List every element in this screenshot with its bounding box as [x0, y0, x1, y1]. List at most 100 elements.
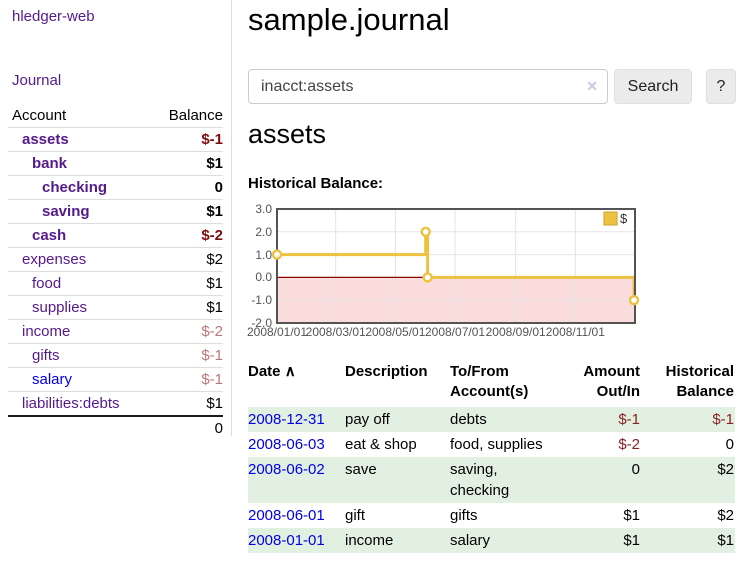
search-form: ✕ Search ?	[248, 69, 742, 104]
account-balance: $-1	[201, 371, 223, 388]
x-tick-label: 2008/09/01	[485, 325, 546, 339]
y-tick-label: -2.0	[251, 316, 272, 330]
x-tick-label: 2008/05/01	[365, 325, 426, 339]
svg-text:$: $	[620, 211, 628, 226]
sidebar-account-link[interactable]: saving	[42, 203, 90, 220]
account-row: bank $1	[8, 151, 223, 175]
transaction-description: save	[345, 461, 377, 478]
account-balance: $2	[206, 251, 223, 268]
account-balance: $1	[206, 275, 223, 292]
transaction-amount: 0	[631, 461, 640, 478]
y-tick-label: 1.0	[255, 247, 272, 262]
sidebar-account-link[interactable]: bank	[32, 155, 68, 172]
register-rows: 2008-12-31 pay off debts $-1 $-1 2008-06-03 ea…	[248, 407, 735, 553]
page-title: sample.journal	[248, 2, 450, 37]
app-title-link[interactable]: hledger-web	[12, 8, 95, 25]
y-tick-label: 2.0	[255, 224, 272, 239]
accounts-column-header: To/From Account(s)	[450, 363, 529, 400]
sidebar-account-link[interactable]: income	[22, 323, 71, 340]
sidebar-divider	[231, 0, 232, 436]
account-heading: assets	[248, 119, 327, 149]
historical-balance-chart: $ 3.0 2.0 1.0 0.0 -1.0 -2.0 2008/01/01 2008/03…	[246, 202, 742, 345]
account-row: food $1	[8, 271, 223, 295]
sidebar-account-link[interactable]: gifts	[32, 347, 60, 364]
transaction-accounts: salary	[450, 532, 491, 549]
transaction-amount: $-2	[618, 436, 640, 453]
balance-column-header: Balance	[168, 107, 223, 124]
transaction-date-link[interactable]: 2008-06-03	[248, 436, 325, 453]
main-content: sample.journal ✕ Search ? assets Histori…	[246, 0, 742, 582]
y-tick-label: 3.0	[255, 202, 272, 216]
transaction-date-link[interactable]: 2008-06-02	[248, 461, 325, 478]
transaction-amount: $1	[623, 532, 640, 549]
x-tick-label: 2008/01/01	[246, 325, 308, 339]
balance-column-header: Historical Balance	[665, 363, 734, 400]
register-header-row: Date ∧ Description To/From Account(s) Am…	[248, 362, 735, 402]
sidebar-account-link[interactable]: supplies	[32, 299, 88, 316]
transaction-date-link[interactable]: 2008-06-01	[248, 507, 325, 524]
search-button[interactable]: Search	[614, 69, 692, 104]
account-balance: $1	[206, 155, 223, 172]
register-row: 2008-01-01 income salary $1 $1	[248, 528, 735, 553]
account-balance: $-1	[201, 347, 223, 364]
register-row: 2008-06-01 gift gifts $1 $2	[248, 503, 735, 528]
account-total-row: 0	[8, 415, 223, 439]
account-balance: 0	[214, 179, 223, 196]
search-input[interactable]	[248, 69, 608, 104]
sidebar-account-link[interactable]: cash	[32, 227, 67, 244]
running-balance: $2	[717, 461, 734, 478]
y-tick-label: 0.0	[255, 270, 272, 285]
account-tree: Account Balance assets $-1 bank $1 checking 0…	[8, 105, 223, 439]
account-row: saving $1	[8, 199, 223, 223]
register-table: Date ∧ Description To/From Account(s) Am…	[248, 362, 735, 553]
x-tick-label: 2008/07/01	[424, 325, 486, 339]
transaction-accounts: gifts	[450, 507, 478, 524]
y-tick-label: -1.0	[251, 293, 272, 308]
transaction-amount: $-1	[618, 411, 640, 428]
account-row: checking 0	[8, 175, 223, 199]
sidebar-account-link[interactable]: expenses	[22, 251, 87, 268]
transaction-accounts: debts	[450, 411, 487, 428]
total-balance: 0	[214, 420, 223, 437]
account-row: liabilities:debts $1	[8, 391, 223, 415]
date-column-header[interactable]: Date ∧	[248, 363, 296, 380]
account-row: salary $-1	[8, 367, 223, 391]
account-balance: $1	[206, 203, 223, 220]
register-row: 2008-06-03 eat & shop food, supplies $-2 0	[248, 432, 735, 457]
amount-column-header: Amount Out/In	[583, 363, 640, 400]
account-balance: $-2	[201, 323, 223, 340]
running-balance: $2	[717, 507, 734, 524]
transaction-description: income	[345, 532, 394, 549]
transaction-accounts: saving, checking	[450, 461, 510, 499]
search-box: ✕	[248, 69, 608, 104]
sidebar-account-link[interactable]: salary	[32, 371, 73, 388]
chart-legend: $	[603, 211, 628, 226]
x-tick-label: 2008/11/01	[545, 325, 605, 339]
help-button[interactable]: ?	[706, 69, 736, 104]
account-row: assets $-1	[8, 127, 223, 151]
transaction-description: gift	[345, 507, 366, 524]
description-column-header: Description	[345, 363, 428, 380]
account-balance: $-2	[201, 227, 223, 244]
sidebar-item-journal[interactable]: Journal	[12, 72, 62, 89]
transaction-description: eat & shop	[345, 436, 417, 453]
transaction-amount: $1	[623, 507, 640, 524]
sidebar-account-link[interactable]: assets	[22, 131, 69, 148]
account-row: cash $-2	[8, 223, 223, 247]
account-balance: $1	[206, 395, 223, 412]
transaction-date-link[interactable]: 2008-12-31	[248, 411, 325, 428]
account-row: expenses $2	[8, 247, 223, 271]
clear-search-icon[interactable]: ✕	[586, 78, 598, 94]
sidebar-account-link[interactable]: liabilities:debts	[22, 395, 120, 412]
sidebar-account-link[interactable]: food	[32, 275, 62, 292]
transaction-date-link[interactable]: 2008-01-01	[248, 532, 325, 549]
register-row: 2008-06-02 save saving, checking 0 $2	[248, 457, 735, 503]
sidebar-account-link[interactable]: checking	[42, 179, 108, 196]
chart-canvas: $	[271, 208, 640, 324]
account-row: gifts $-1	[8, 343, 223, 367]
transaction-accounts: food, supplies	[450, 436, 543, 453]
transaction-description: pay off	[345, 411, 390, 428]
account-balance: $1	[206, 299, 223, 316]
running-balance: $-1	[712, 411, 734, 428]
account-column-header: Account	[12, 107, 67, 124]
